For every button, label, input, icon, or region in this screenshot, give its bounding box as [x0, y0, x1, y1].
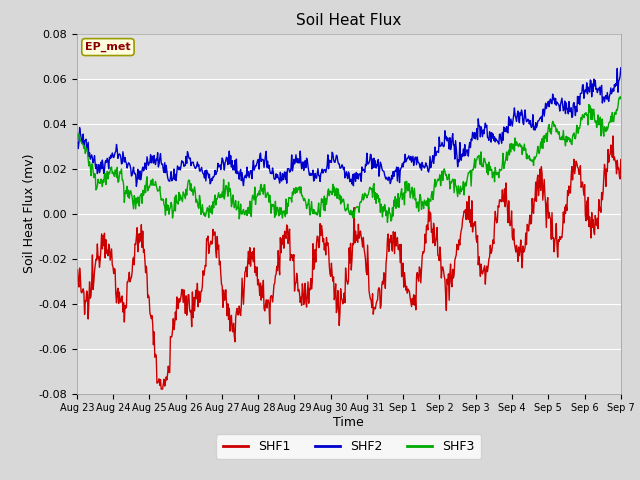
SHF1 [73, 269, 81, 275]
SHF3 [436, 172, 444, 178]
SHF1 [157, 386, 165, 392]
SHF3 [383, 219, 391, 225]
SHF2 [285, 166, 292, 171]
SHF3 [406, 182, 413, 188]
SHF3 [284, 204, 292, 209]
SHF3 [264, 190, 271, 195]
SHF2 [138, 173, 145, 179]
X-axis label: Time: Time [333, 416, 364, 429]
SHF1 [617, 156, 625, 162]
SHF1 [237, 302, 245, 308]
Line: SHF1: SHF1 [77, 136, 621, 389]
SHF1 [609, 133, 617, 139]
SHF1 [436, 244, 444, 250]
Legend: SHF1, SHF2, SHF3: SHF1, SHF2, SHF3 [216, 434, 481, 459]
SHF1 [406, 289, 413, 295]
SHF2 [264, 165, 272, 171]
SHF3 [237, 201, 244, 207]
SHF3 [137, 192, 145, 198]
SHF2 [132, 183, 140, 189]
SHF1 [285, 231, 292, 237]
SHF1 [137, 238, 145, 244]
SHF2 [617, 65, 625, 71]
SHF2 [73, 140, 81, 146]
Text: EP_met: EP_met [85, 42, 131, 52]
SHF2 [237, 178, 245, 183]
Title: Soil Heat Flux: Soil Heat Flux [296, 13, 401, 28]
Line: SHF3: SHF3 [77, 96, 621, 222]
SHF2 [436, 143, 444, 149]
SHF3 [617, 94, 625, 99]
SHF3 [73, 130, 81, 135]
SHF1 [264, 297, 272, 303]
Y-axis label: Soil Heat Flux (mv): Soil Heat Flux (mv) [22, 154, 36, 273]
SHF2 [406, 155, 413, 161]
Line: SHF2: SHF2 [77, 68, 621, 186]
